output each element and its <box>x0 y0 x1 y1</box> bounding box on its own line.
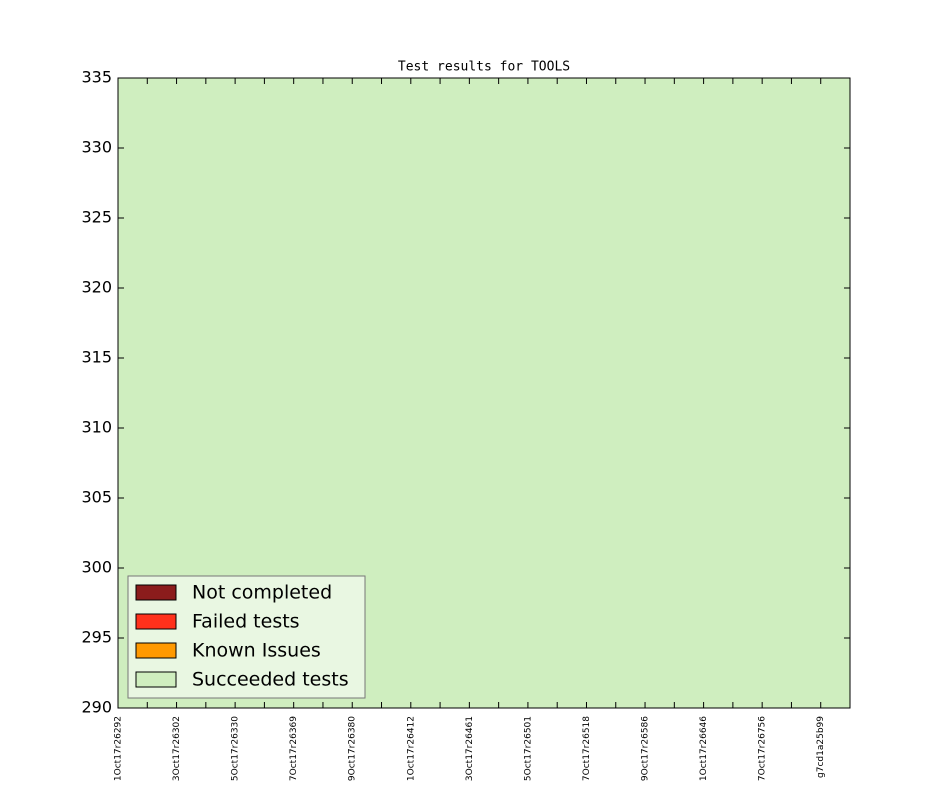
x-tick-label: 7Oct17r26518 <box>582 716 592 781</box>
legend-swatch <box>135 642 177 659</box>
legend: Not completed Failed tests Known Issues Suc… <box>127 575 366 699</box>
legend-label: Failed tests <box>192 611 300 633</box>
x-tick-label: 9Oct17r26380 <box>348 716 358 781</box>
x-tick-label: 3Oct17r26302 <box>172 716 182 781</box>
x-tick-label: 5Oct17r26501 <box>523 716 533 781</box>
x-tick-label: 3Oct17r26461 <box>465 716 475 781</box>
x-tick-label: 5Oct17r26330 <box>231 716 241 781</box>
legend-swatch <box>135 671 177 688</box>
legend-label: Known Issues <box>192 640 321 662</box>
y-tick-label: 325 <box>81 208 112 227</box>
y-tick-label: 320 <box>81 278 112 297</box>
x-tick-label: 1Oct17r26292 <box>114 716 124 781</box>
legend-label: Succeeded tests <box>192 669 349 691</box>
x-tick-label: 7Oct17r26756 <box>758 716 768 781</box>
y-tick-label: 330 <box>81 138 112 157</box>
chart-title: Test results for TOOLS <box>398 60 570 75</box>
y-tick-label: 335 <box>81 68 112 87</box>
plot <box>118 78 850 708</box>
x-tick-label: 1Oct17r26412 <box>406 716 416 781</box>
legend-swatch <box>135 613 177 630</box>
x-tick-label: 9Oct17r26586 <box>641 716 651 781</box>
y-tick-label: 290 <box>81 698 112 717</box>
area <box>118 78 850 708</box>
y-tick-label: 310 <box>81 418 112 437</box>
x-tick-label: g7cd1a25b99 <box>816 716 826 778</box>
y-tick-label: 305 <box>81 488 112 507</box>
x-tick-label: 1Oct17r26646 <box>699 716 709 781</box>
plot-frame <box>117 77 851 709</box>
y-tick-label: 300 <box>81 558 112 577</box>
y-tick-label: 315 <box>81 348 112 367</box>
legend-label: Not completed <box>192 582 332 604</box>
legend-swatch <box>135 584 177 601</box>
y-tick-label: 295 <box>81 628 112 647</box>
x-tick-label: 7Oct17r26369 <box>289 716 299 781</box>
